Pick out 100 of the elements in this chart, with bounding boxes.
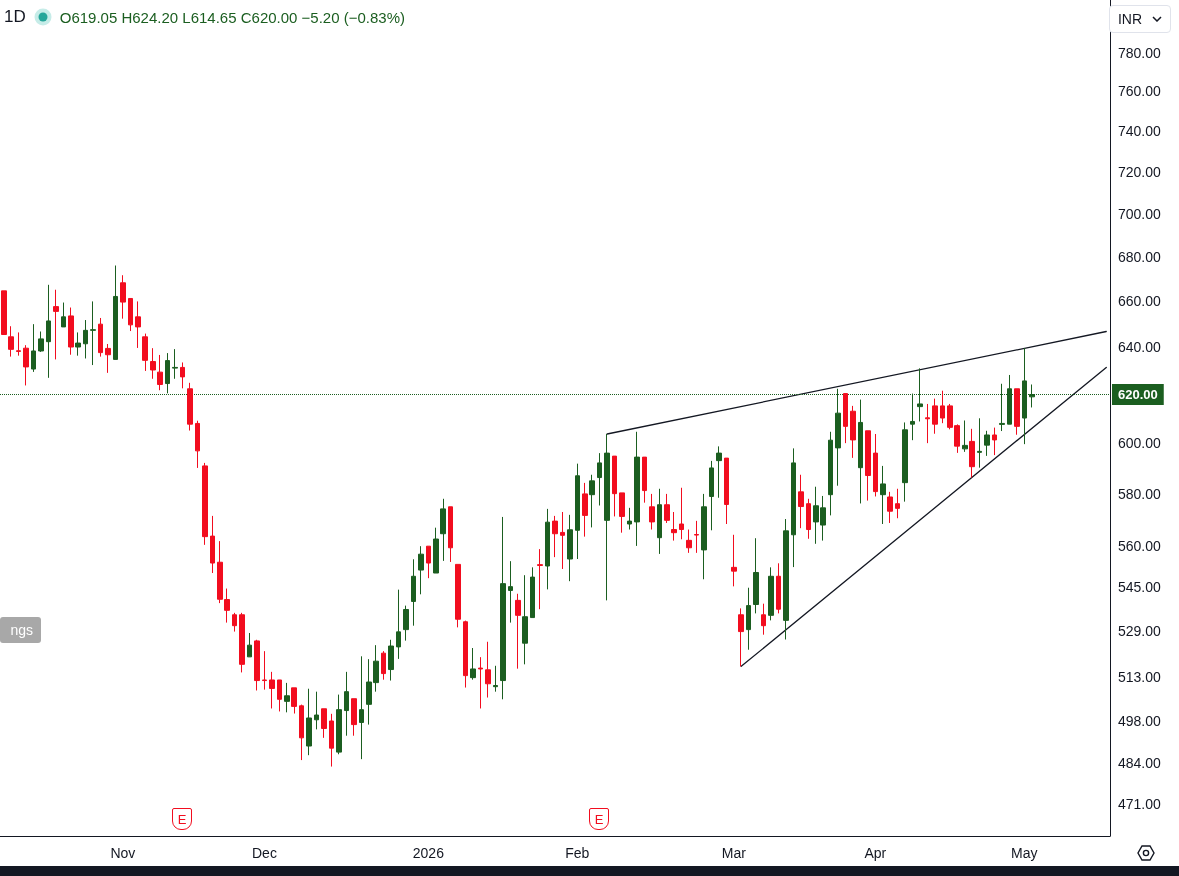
candlestick — [940, 390, 945, 424]
candlestick — [604, 433, 610, 601]
candlestick — [768, 566, 774, 621]
candlestick — [165, 352, 170, 394]
candlestick — [90, 300, 96, 366]
candlestick — [597, 452, 602, 507]
candlestick — [649, 493, 655, 531]
candlestick — [806, 498, 811, 540]
candlestick — [291, 687, 297, 715]
candlestick — [254, 639, 260, 691]
candlestick — [887, 491, 893, 524]
candlestick — [157, 354, 163, 391]
candlestick — [239, 612, 245, 673]
candlestick — [128, 297, 133, 332]
candlestick — [403, 605, 409, 642]
candlestick — [426, 545, 431, 579]
x-tick-label: Apr — [864, 845, 887, 861]
candlestick — [135, 300, 141, 349]
candlestick — [962, 419, 968, 453]
y-tick-label: 640.00 — [1118, 339, 1162, 356]
annotation: E — [172, 808, 193, 830]
y-tick-label: 545.00 — [1118, 578, 1162, 595]
candlestick — [463, 620, 468, 689]
candlestick — [31, 323, 36, 373]
candlestick — [359, 655, 364, 760]
candlestick — [925, 403, 930, 444]
y-tick-label: 680.00 — [1118, 248, 1162, 265]
candlestick — [567, 514, 573, 582]
text: O619.05 H624.20 L614.65 C620.00 −5.20 (−0.83%) — [59, 8, 405, 26]
candlestick — [433, 527, 439, 574]
candlestick — [880, 465, 886, 525]
candlestick — [850, 405, 856, 459]
candlestick — [671, 511, 677, 542]
candlestick — [865, 430, 871, 502]
candlestick — [530, 566, 535, 619]
candlestick — [984, 430, 990, 457]
candlestick — [545, 508, 550, 590]
y-tick-label: 484.00 — [1118, 755, 1162, 772]
candlestick — [61, 302, 66, 328]
chart-title: 1D — [4, 7, 26, 27]
candlestick — [686, 529, 692, 554]
candlestick — [381, 650, 386, 681]
candlestick — [46, 284, 51, 379]
candlestick — [731, 534, 737, 587]
candlestick — [269, 671, 275, 709]
candlestick — [150, 347, 156, 380]
y-tick-label: 660.00 — [1118, 293, 1162, 310]
candlestick — [83, 319, 88, 359]
candlestick — [232, 612, 237, 633]
candlestick — [16, 331, 21, 357]
candlestick — [105, 343, 111, 374]
candlestick — [508, 560, 513, 624]
candlestick — [992, 427, 997, 456]
candlestick — [98, 317, 103, 358]
candlestick — [776, 562, 781, 614]
ref-line-label: 620.00 — [1118, 387, 1158, 403]
candlestick — [493, 665, 498, 693]
y-tick-label: 471.00 — [1118, 796, 1162, 813]
candlestick — [388, 639, 394, 682]
y-tick-label: 780.00 — [1118, 44, 1162, 61]
candlestick — [470, 647, 476, 681]
candlestick — [746, 587, 751, 651]
candlestick — [306, 688, 312, 756]
candlestick — [619, 492, 625, 534]
annotation: ngs — [0, 617, 41, 643]
candlestick — [195, 420, 200, 469]
candlestick — [724, 457, 729, 525]
candlestick — [172, 348, 178, 380]
x-tick-label: Nov — [110, 845, 136, 861]
candlestick — [843, 393, 848, 444]
candlestick — [694, 520, 699, 554]
candlestick — [858, 399, 863, 504]
candlestick — [664, 493, 670, 524]
candlestick — [932, 398, 938, 435]
candlestick — [753, 537, 759, 614]
candlestick — [120, 274, 126, 320]
y-tick-label: 560.00 — [1118, 538, 1162, 555]
candlestick — [515, 593, 521, 670]
candlestick — [277, 679, 282, 712]
candlestick — [68, 307, 74, 356]
candlestick — [627, 507, 632, 531]
candlestick — [1014, 388, 1020, 436]
candlestick — [448, 506, 453, 563]
x-tick-label: Feb — [565, 845, 590, 861]
candlestick — [314, 691, 319, 730]
candlestick — [8, 325, 14, 358]
candlestick — [344, 671, 349, 737]
candlestick — [828, 431, 833, 516]
y-tick-label: 580.00 — [1118, 485, 1162, 502]
candlestick — [53, 289, 59, 360]
candlestick — [75, 331, 81, 357]
candlestick — [396, 589, 401, 660]
candlestick — [247, 632, 252, 658]
candlestick — [23, 344, 29, 386]
y-axis-title: INR — [1117, 11, 1142, 27]
candlestick — [284, 682, 290, 713]
y-tick-label: 600.00 — [1118, 435, 1162, 452]
candlestick — [657, 488, 662, 555]
candlestick — [299, 704, 304, 761]
x-tick-label: Mar — [721, 845, 747, 861]
